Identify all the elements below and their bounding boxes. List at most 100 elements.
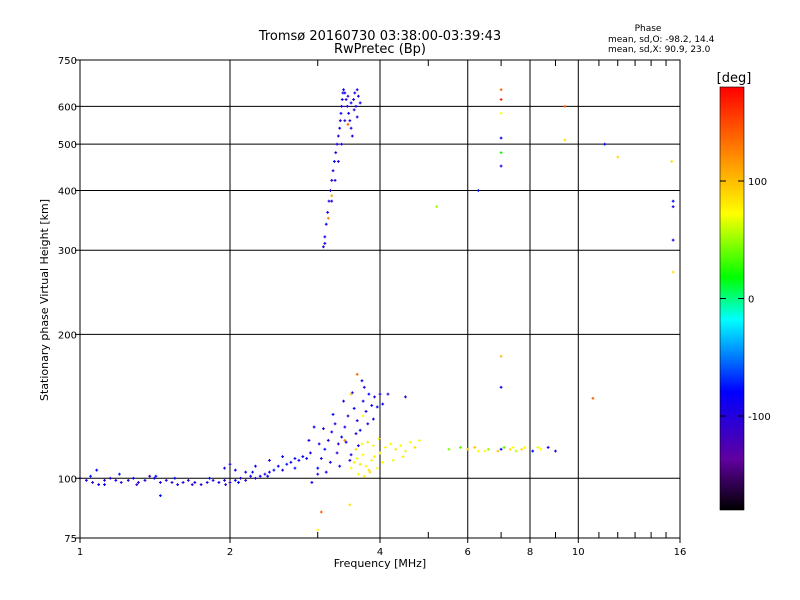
data-point <box>254 476 257 480</box>
data-point <box>349 392 353 396</box>
colorbar-tick-label: -100 <box>748 412 771 423</box>
y-tick-label: 600 <box>58 102 77 113</box>
data-point <box>137 481 140 484</box>
data-point <box>190 483 194 487</box>
data-point <box>211 478 215 482</box>
data-points <box>78 88 675 532</box>
data-point <box>266 474 270 478</box>
data-point <box>324 470 328 474</box>
data-point <box>340 142 344 146</box>
y-tick-label: 750 <box>58 56 77 67</box>
data-point <box>546 446 550 449</box>
data-point <box>366 440 370 444</box>
x-tick-label: 8 <box>527 547 533 558</box>
data-point <box>244 478 248 482</box>
data-point <box>348 119 352 123</box>
data-point <box>336 134 340 138</box>
data-point <box>217 481 221 484</box>
data-point <box>358 462 362 466</box>
data-point <box>349 101 353 105</box>
data-point <box>671 205 675 209</box>
data-point <box>355 372 359 376</box>
y-tick-label: 100 <box>58 474 77 485</box>
data-point <box>502 446 506 449</box>
data-point <box>508 447 512 451</box>
x-tick-label: 2 <box>227 547 233 558</box>
data-point <box>328 189 332 192</box>
data-point <box>103 483 106 487</box>
data-point <box>319 510 323 514</box>
data-point <box>391 458 395 462</box>
data-point <box>354 104 358 108</box>
data-point <box>164 478 168 482</box>
data-point <box>340 104 344 108</box>
data-point <box>343 119 347 123</box>
data-point <box>297 458 301 462</box>
data-point <box>346 94 350 98</box>
data-point <box>258 474 262 478</box>
data-point <box>326 216 330 220</box>
data-point <box>349 453 353 457</box>
data-point <box>268 458 271 462</box>
data-point <box>413 446 417 449</box>
data-point <box>360 442 364 446</box>
data-point <box>285 462 289 466</box>
data-point <box>362 385 366 389</box>
chart-title: Tromsø 20160730 03:38:00-03:39:43 <box>258 29 501 44</box>
data-point <box>377 437 381 441</box>
data-point <box>307 439 311 442</box>
data-point <box>347 111 351 115</box>
data-point <box>563 138 567 142</box>
data-point <box>208 476 211 480</box>
data-point <box>352 460 356 464</box>
data-point <box>336 442 340 446</box>
data-point <box>352 98 355 101</box>
data-point <box>671 238 675 242</box>
phase-stats-o: mean, sd,O: -98.2, 14.4 <box>608 35 715 45</box>
data-point <box>499 111 503 115</box>
data-point <box>671 199 675 203</box>
data-point <box>418 439 421 442</box>
data-point <box>373 395 376 399</box>
data-point <box>343 91 347 95</box>
data-point <box>499 136 503 140</box>
data-point <box>476 189 480 192</box>
colorbar-label: [deg] <box>717 71 752 86</box>
data-point <box>344 98 348 101</box>
data-point <box>364 464 368 468</box>
phase-stats-x: mean, sd,X: 90.9, 23.0 <box>608 45 711 55</box>
data-point <box>148 474 152 478</box>
data-point <box>333 422 337 426</box>
data-point <box>364 410 368 413</box>
data-point <box>293 466 297 470</box>
data-point <box>511 446 515 449</box>
data-point <box>91 481 95 484</box>
data-point <box>340 98 344 101</box>
data-point <box>233 468 237 472</box>
data-point <box>223 466 226 470</box>
data-point <box>143 478 147 482</box>
x-tick-label: 10 <box>572 547 585 558</box>
data-point <box>536 446 540 449</box>
data-point <box>132 476 135 480</box>
data-point <box>349 126 353 130</box>
data-point <box>324 222 328 226</box>
data-point <box>338 126 342 130</box>
data-point <box>358 428 362 432</box>
data-point <box>244 470 248 474</box>
y-tick-label: 200 <box>58 330 77 341</box>
data-point <box>459 446 462 449</box>
data-point <box>358 101 362 105</box>
data-point <box>289 460 293 464</box>
data-point <box>367 468 371 472</box>
data-point <box>97 483 101 487</box>
data-point <box>228 462 232 466</box>
data-point <box>378 451 382 455</box>
data-point <box>316 472 320 476</box>
data-point <box>372 444 375 448</box>
data-point <box>301 455 305 459</box>
colorbar-ticks: 100 0 -100 <box>720 177 771 423</box>
data-point <box>309 451 312 455</box>
y-tick-label: 400 <box>58 186 77 197</box>
data-point <box>361 399 365 403</box>
